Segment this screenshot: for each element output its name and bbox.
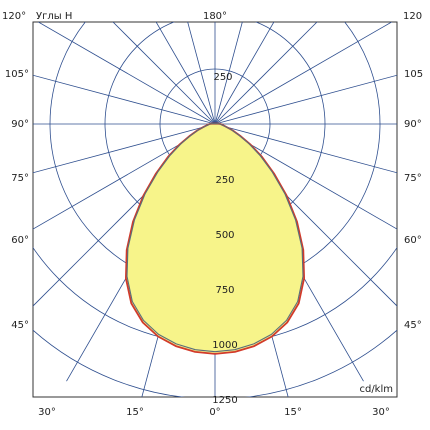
bottom-angle-label: 30° xyxy=(372,407,390,418)
left-angle-label: 75° xyxy=(11,173,29,184)
bottom-angle-label: 0° xyxy=(209,407,220,418)
intensity-curves xyxy=(125,122,305,355)
grid-spoke xyxy=(214,22,243,125)
grid-spoke xyxy=(214,123,397,174)
left-angle-label: 105° xyxy=(5,69,29,80)
left-angle-label: 60° xyxy=(11,235,29,246)
radial-tick-labels: 250 500 750 1000 1250 250 xyxy=(212,72,237,406)
right-angle-label: 45° xyxy=(404,320,422,331)
grid-spoke xyxy=(33,74,216,125)
chart-title: Углы H xyxy=(36,11,72,22)
right-angle-label: 75° xyxy=(404,173,422,184)
angle-label-right-120: 120 xyxy=(403,11,422,22)
radial-label-1000: 1000 xyxy=(212,340,237,351)
grid-spoke xyxy=(214,22,393,125)
radial-label-1250: 1250 xyxy=(212,395,237,406)
grid-spoke xyxy=(33,123,216,174)
grid-spoke xyxy=(37,22,216,125)
grid-spoke xyxy=(214,22,318,125)
grid-spoke xyxy=(214,74,397,125)
radial-label-upper: 250 xyxy=(213,72,232,83)
radial-label-500: 500 xyxy=(215,230,234,241)
radial-label-750: 750 xyxy=(215,285,234,296)
unit-label: cd/klm xyxy=(359,384,393,395)
grid-spoke xyxy=(33,123,216,230)
grid-spoke xyxy=(187,22,216,125)
bottom-angle-labels: 30° 15° 0° 15° 30° xyxy=(38,407,390,418)
right-angle-label: 105 xyxy=(404,69,423,80)
left-angle-labels: 105° 90° 75° 60° 45° xyxy=(5,69,29,331)
grid-spoke xyxy=(155,22,216,125)
intensity-curve-2 xyxy=(126,123,304,353)
angle-label-180: 180° xyxy=(203,11,227,22)
right-angle-label: 60° xyxy=(404,235,422,246)
left-angle-label: 45° xyxy=(11,320,29,331)
radial-label-250: 250 xyxy=(215,175,234,186)
right-angle-label: 90° xyxy=(404,119,422,130)
left-angle-label: 90° xyxy=(11,119,29,130)
grid-spoke xyxy=(214,22,275,125)
bottom-angle-label: 15° xyxy=(284,407,302,418)
bottom-angle-label: 30° xyxy=(38,407,56,418)
grid-spoke xyxy=(112,22,216,125)
right-angle-labels: 105 90° 75° 60° 45° xyxy=(404,69,423,331)
bottom-angle-label: 15° xyxy=(126,407,144,418)
angle-label-left-120: 120° xyxy=(2,11,26,22)
grid-spoke xyxy=(214,123,397,230)
